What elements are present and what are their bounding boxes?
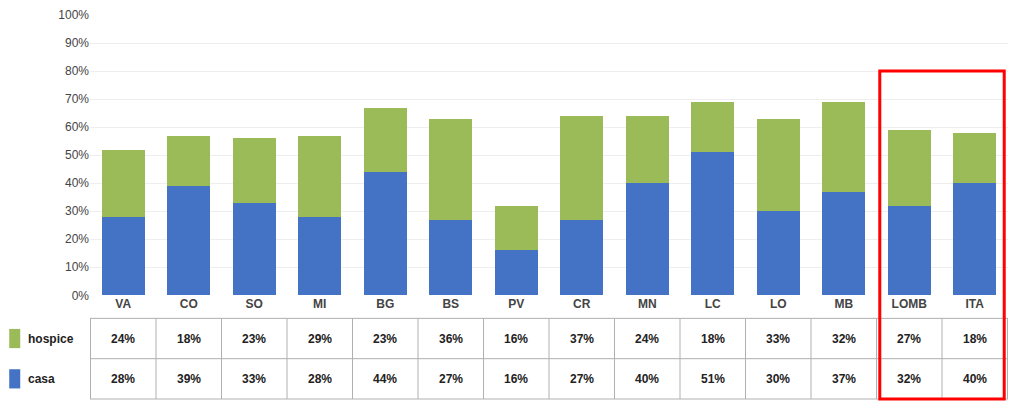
svg-text:LO: LO <box>770 297 787 311</box>
svg-text:LOMB: LOMB <box>892 297 928 311</box>
svg-text:27%: 27% <box>570 372 594 386</box>
svg-text:50%: 50% <box>65 148 89 162</box>
svg-text:30%: 30% <box>766 372 790 386</box>
svg-text:27%: 27% <box>897 332 921 346</box>
svg-text:30%: 30% <box>65 204 89 218</box>
svg-text:MN: MN <box>638 297 657 311</box>
svg-text:37%: 37% <box>570 332 594 346</box>
svg-text:CO: CO <box>180 297 198 311</box>
svg-text:ITA: ITA <box>966 297 985 311</box>
svg-text:36%: 36% <box>439 332 463 346</box>
svg-text:CR: CR <box>573 297 591 311</box>
svg-text:LC: LC <box>705 297 721 311</box>
svg-text:casa: casa <box>28 372 55 386</box>
svg-text:PV: PV <box>508 297 524 311</box>
svg-text:16%: 16% <box>504 332 528 346</box>
svg-text:28%: 28% <box>308 372 332 386</box>
svg-text:51%: 51% <box>701 372 725 386</box>
svg-text:29%: 29% <box>308 332 332 346</box>
svg-text:32%: 32% <box>897 372 921 386</box>
svg-text:10%: 10% <box>65 260 89 274</box>
svg-text:VA: VA <box>115 297 131 311</box>
svg-text:24%: 24% <box>111 332 135 346</box>
svg-text:40%: 40% <box>65 176 89 190</box>
svg-text:100%: 100% <box>58 8 89 22</box>
svg-text:0%: 0% <box>72 289 90 303</box>
svg-text:16%: 16% <box>504 372 528 386</box>
svg-text:33%: 33% <box>242 372 266 386</box>
svg-text:40%: 40% <box>635 372 659 386</box>
svg-text:28%: 28% <box>111 372 135 386</box>
svg-text:BG: BG <box>376 297 394 311</box>
svg-text:18%: 18% <box>701 332 725 346</box>
svg-text:20%: 20% <box>65 232 89 246</box>
svg-text:BS: BS <box>442 297 459 311</box>
svg-text:33%: 33% <box>766 332 790 346</box>
svg-text:MI: MI <box>313 297 326 311</box>
svg-text:MB: MB <box>834 297 853 311</box>
svg-text:44%: 44% <box>373 372 397 386</box>
svg-text:24%: 24% <box>635 332 659 346</box>
svg-text:18%: 18% <box>963 332 987 346</box>
svg-text:hospice: hospice <box>28 332 74 346</box>
svg-text:27%: 27% <box>439 372 463 386</box>
svg-text:60%: 60% <box>65 120 89 134</box>
svg-text:18%: 18% <box>177 332 201 346</box>
svg-text:SO: SO <box>246 297 263 311</box>
svg-text:40%: 40% <box>963 372 987 386</box>
svg-text:90%: 90% <box>65 36 89 50</box>
svg-text:80%: 80% <box>65 64 89 78</box>
svg-text:23%: 23% <box>373 332 397 346</box>
svg-text:39%: 39% <box>177 372 201 386</box>
svg-text:37%: 37% <box>832 372 856 386</box>
svg-text:23%: 23% <box>242 332 266 346</box>
svg-text:32%: 32% <box>832 332 856 346</box>
svg-text:70%: 70% <box>65 92 89 106</box>
